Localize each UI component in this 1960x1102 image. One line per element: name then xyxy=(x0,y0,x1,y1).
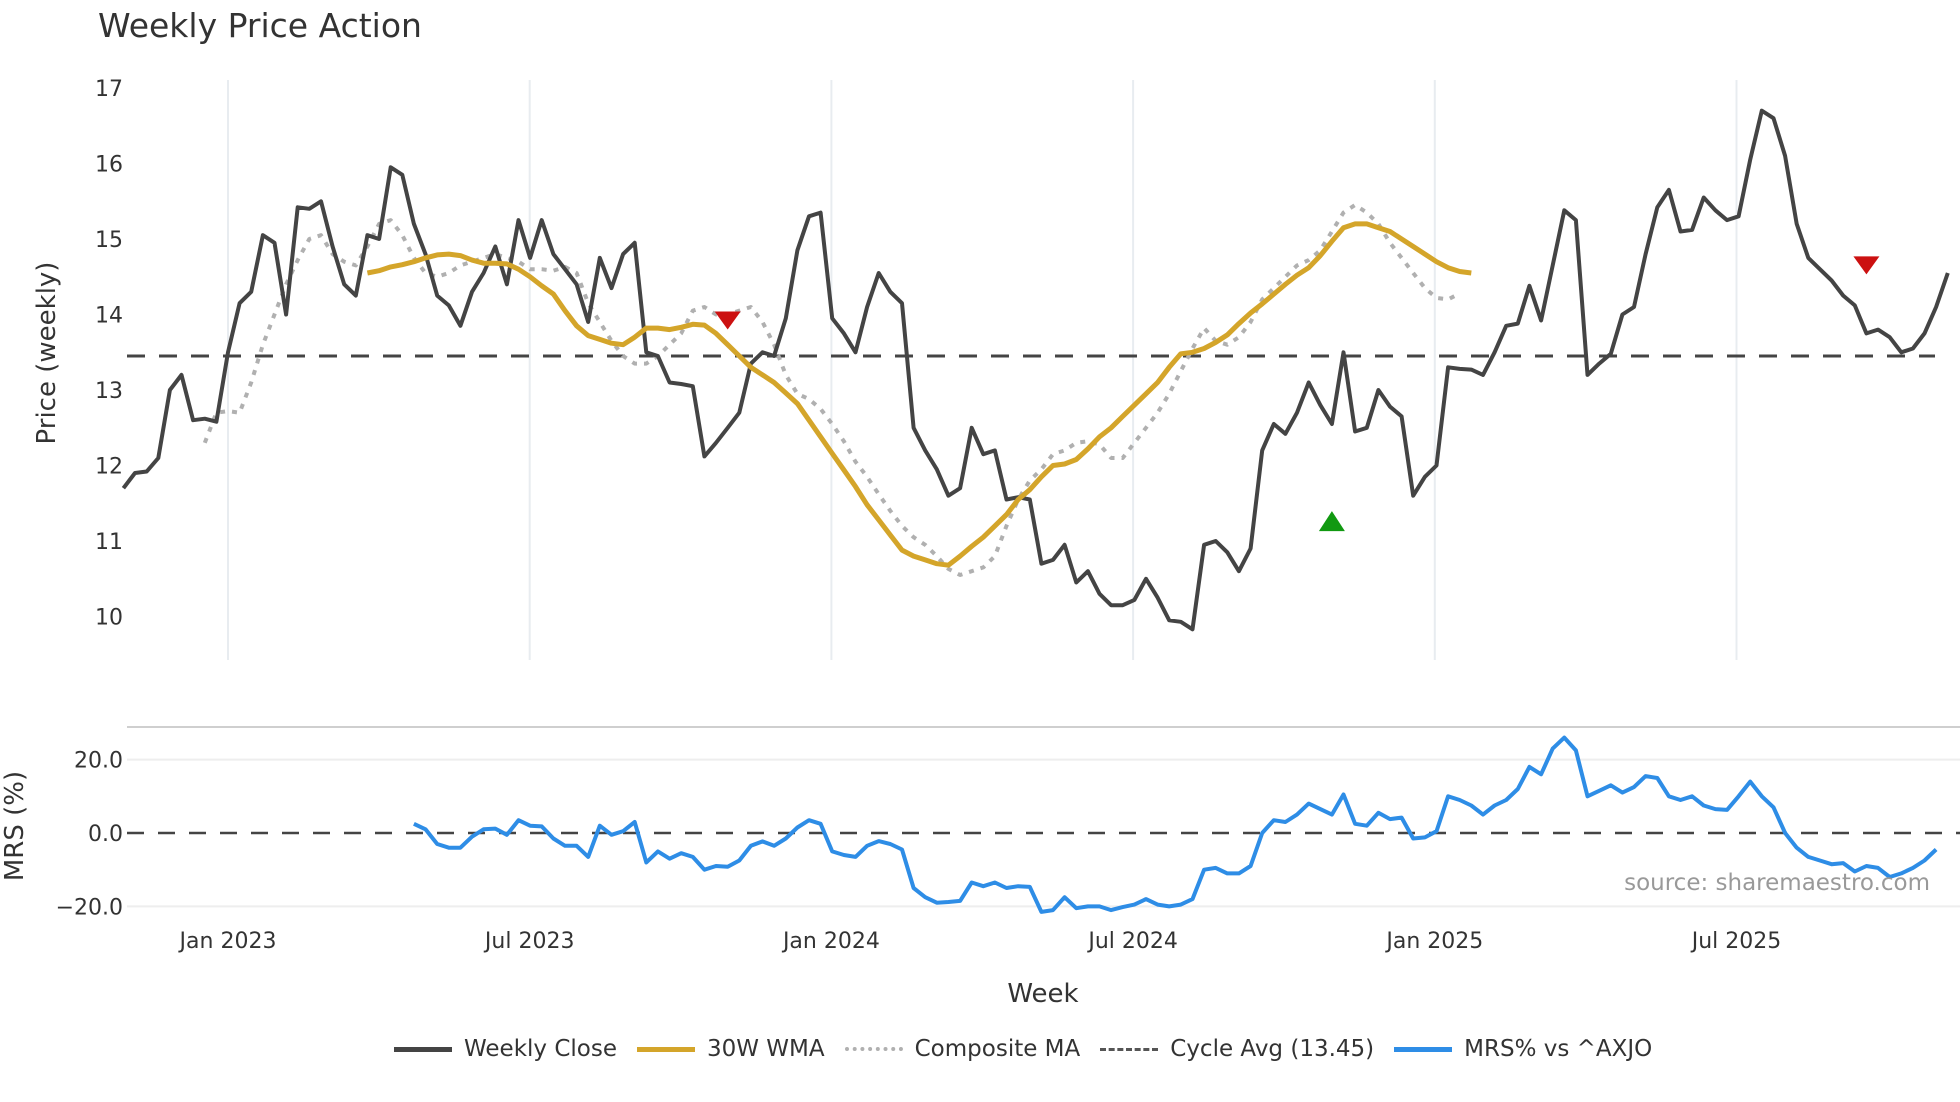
legend-swatch-solid-icon xyxy=(636,1046,695,1052)
chart-title: Weekly Price Action xyxy=(98,6,422,45)
mrs-gridlines xyxy=(127,758,1960,908)
x-axis-label: Week xyxy=(1007,979,1078,1009)
legend-item-composite-ma[interactable]: Composite MA xyxy=(844,1036,1080,1062)
series-line xyxy=(121,108,1950,632)
y-tick-label: 10 xyxy=(95,606,123,631)
buy-signal-icon xyxy=(1318,511,1345,532)
x-tick-label: Jan 2025 xyxy=(1384,929,1483,954)
y-tick-label: 11 xyxy=(95,530,123,555)
signal-markers xyxy=(714,256,1880,532)
source-annotation: source: sharemaestro.com xyxy=(1624,870,1930,896)
legend-swatch-dashed-icon xyxy=(1100,1047,1159,1051)
x-tick-label: Jul 2024 xyxy=(1086,929,1178,954)
y-tick-label: 14 xyxy=(95,304,123,329)
x-axis: Jan 2023 Jul 2023 Jan 2024 Jul 2024 Jan 2025… xyxy=(178,929,1782,954)
y-tick-label: 17 xyxy=(95,77,123,102)
mrs-y-axis: 20.0 0.0 −20.0 xyxy=(56,749,123,921)
legend-swatch-dotted-icon xyxy=(844,1047,903,1051)
y-tick-label: 0.0 xyxy=(88,822,123,847)
series-line xyxy=(366,221,1472,568)
x-tick-label: Jul 2025 xyxy=(1690,929,1782,954)
mrs-line xyxy=(413,735,1938,914)
y-tick-label: −20.0 xyxy=(56,895,123,920)
x-tick-label: Jul 2023 xyxy=(483,929,575,954)
legend-swatch-solid-icon xyxy=(394,1046,452,1052)
legend-item-mrs[interactable]: MRS% vs ^AXJO xyxy=(1394,1036,1652,1062)
price-series xyxy=(121,108,1950,632)
gridlines xyxy=(227,80,1738,660)
y-tick-label: 15 xyxy=(95,228,123,253)
legend: Weekly Close 30W WMA Composite MA Cycle … xyxy=(394,1036,1672,1062)
sell-signal-icon xyxy=(1853,256,1880,275)
sell-signal-icon xyxy=(714,311,741,330)
legend-item-30w-wma[interactable]: 30W WMA xyxy=(636,1036,825,1062)
legend-item-cycle-avg[interactable]: Cycle Avg (13.45) xyxy=(1100,1036,1374,1062)
y-tick-label: 20.0 xyxy=(74,749,123,774)
mrs-y-label: MRS (%) xyxy=(0,771,30,881)
y-tick-label: 12 xyxy=(95,455,123,480)
mrs-series xyxy=(413,735,1938,914)
x-tick-label: Jan 2023 xyxy=(178,929,277,954)
legend-item-weekly-close[interactable]: Weekly Close xyxy=(394,1036,617,1062)
y-tick-label: 13 xyxy=(95,379,123,404)
legend-swatch-solid-icon xyxy=(1394,1046,1453,1052)
price-y-label: Price (weekly) xyxy=(32,262,62,445)
x-tick-label: Jan 2024 xyxy=(781,929,880,954)
y-tick-label: 16 xyxy=(95,153,123,178)
price-y-axis: 10 11 12 13 14 15 16 17 xyxy=(95,77,123,631)
series-line xyxy=(202,203,1461,577)
